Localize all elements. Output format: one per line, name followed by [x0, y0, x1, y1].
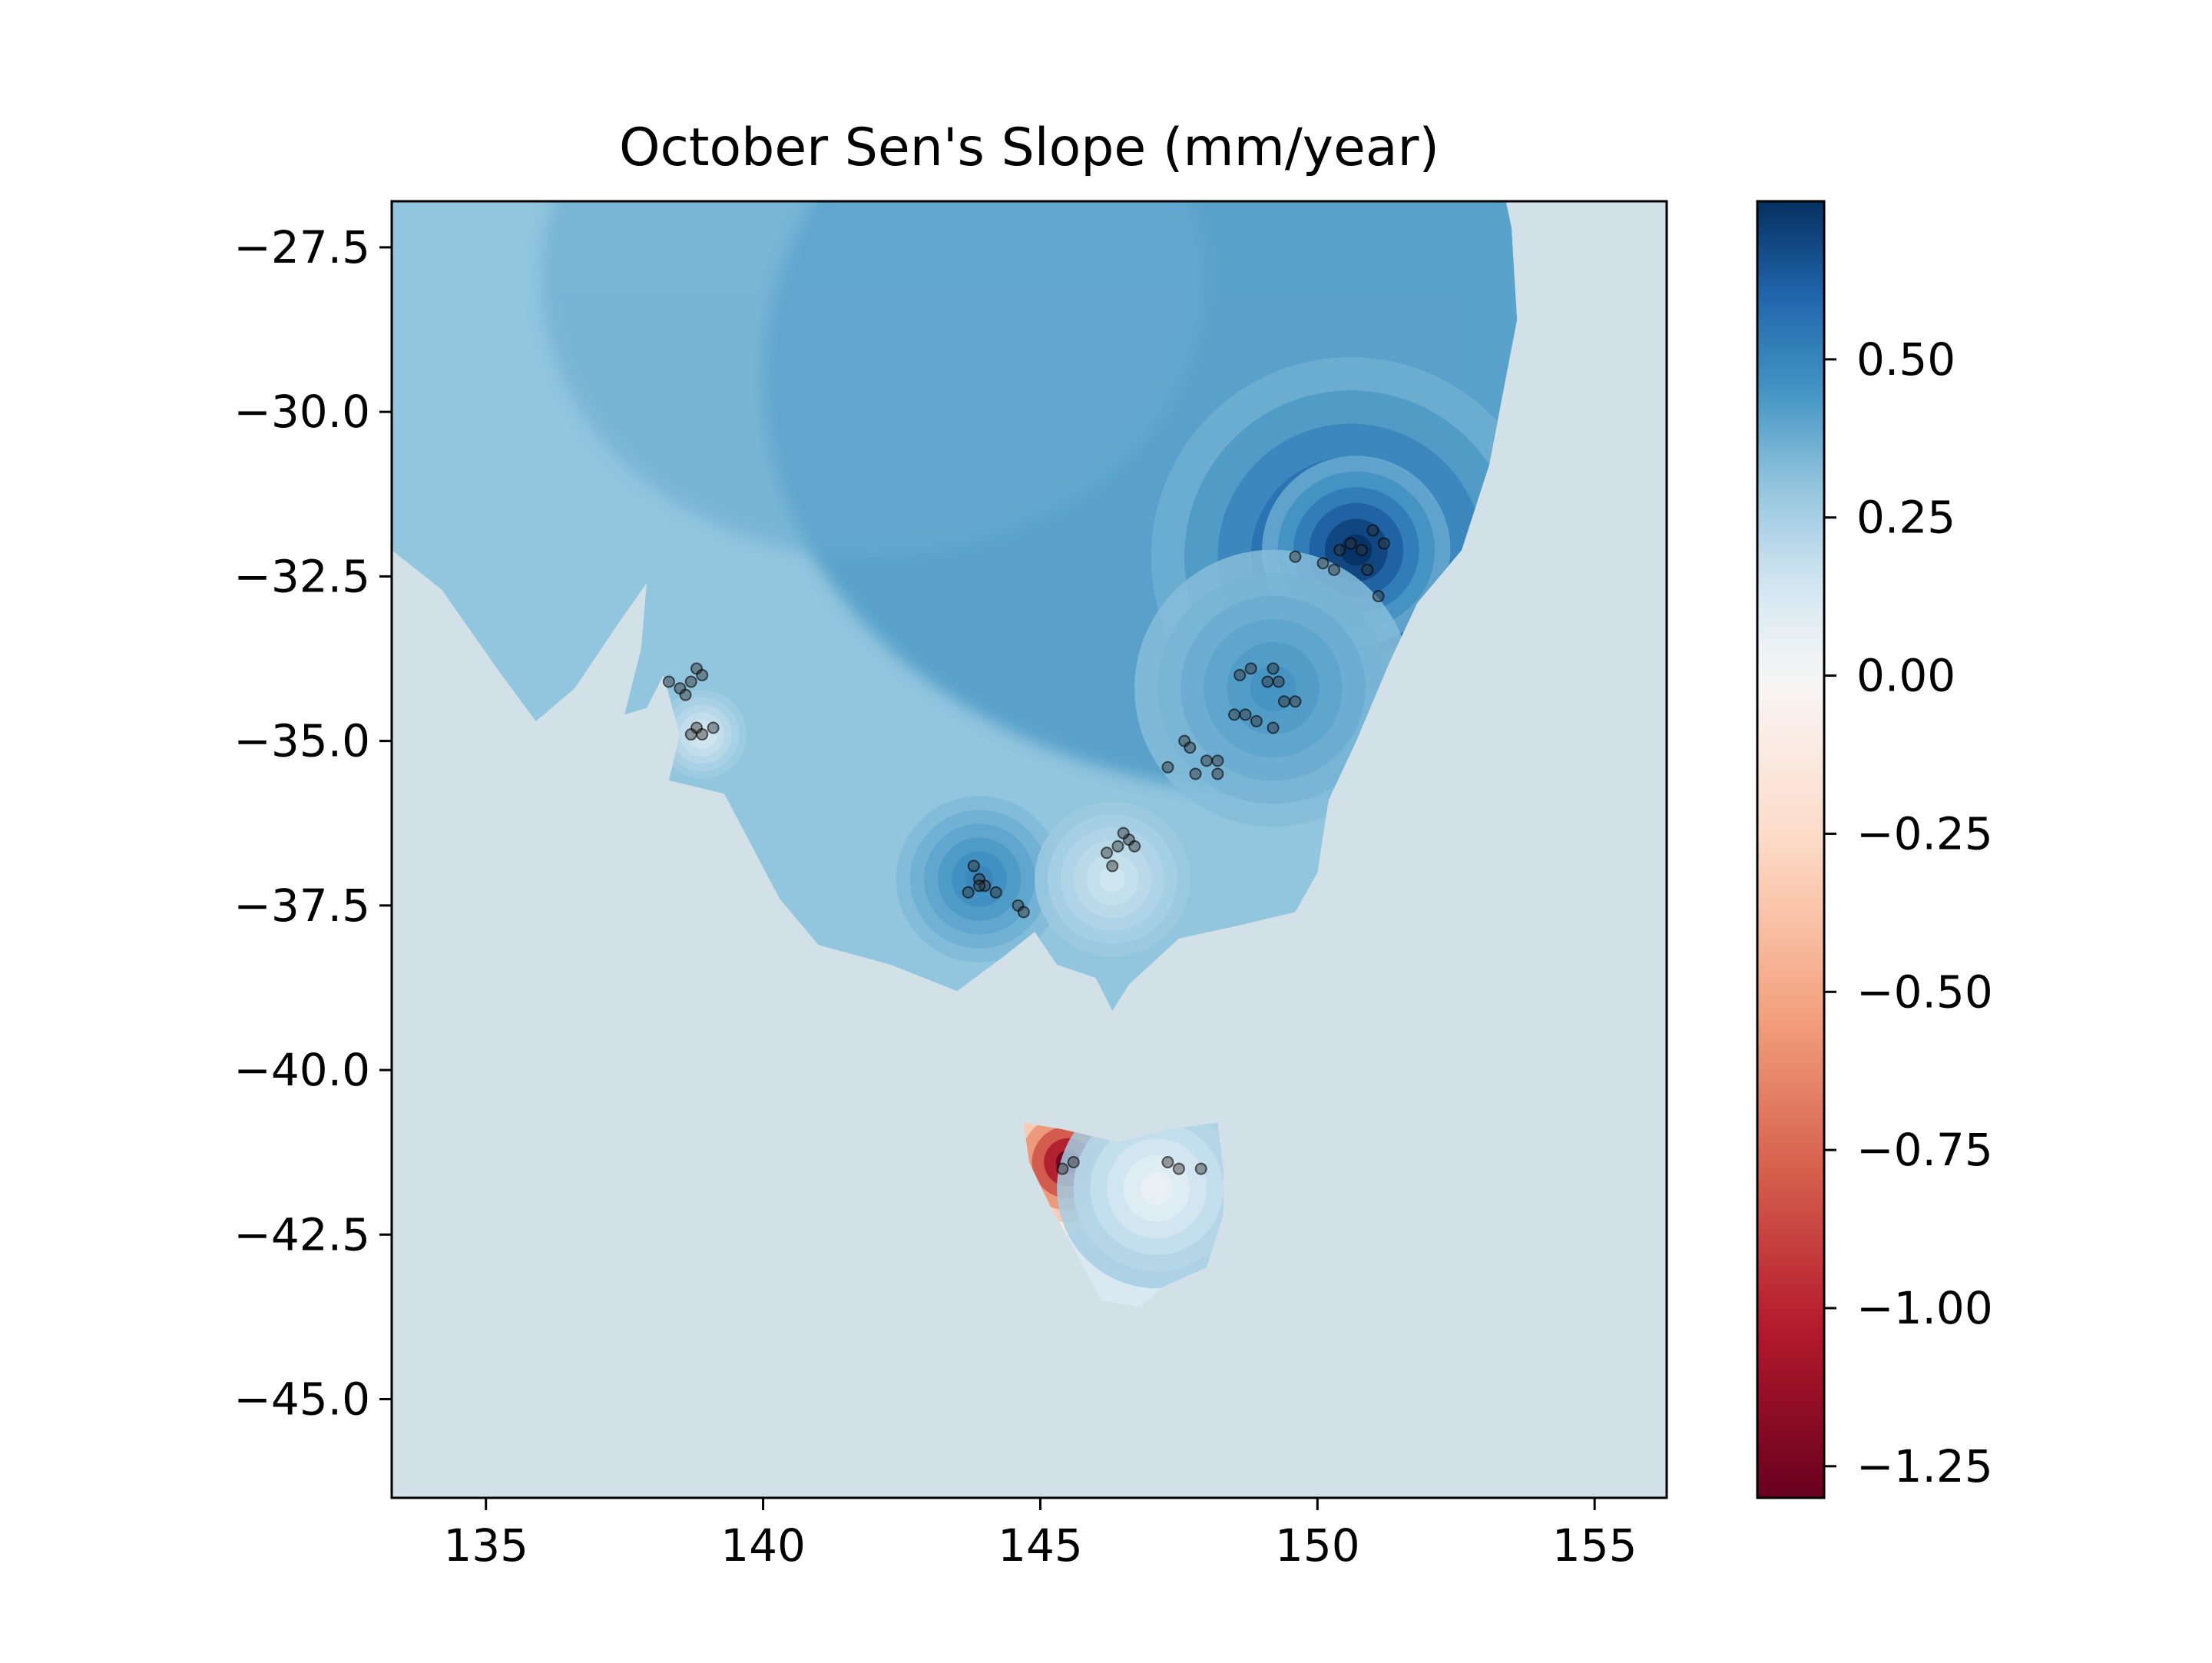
station-marker	[1366, 524, 1379, 537]
station-marker	[1161, 1156, 1174, 1169]
colorbar: 0.50 0.25 0.00 −0.25 −0.50 −0.75 −1.00 −1.25	[1756, 200, 1993, 1499]
station-marker	[1377, 537, 1390, 550]
plot-area	[390, 200, 1668, 1499]
station-marker	[1017, 906, 1030, 919]
station-marker	[1067, 1156, 1080, 1169]
station-marker	[967, 860, 980, 873]
station-marker	[1200, 754, 1213, 767]
station-marker	[1161, 760, 1174, 774]
station-marker	[989, 886, 1002, 899]
y-tick-label: −35.0	[233, 715, 370, 767]
colorbar-tick-label: 0.50	[1856, 333, 1955, 386]
contour-level-8-5	[1140, 1171, 1174, 1205]
map-layer	[392, 201, 1518, 1307]
x-tick-label: 145	[998, 1519, 1083, 1572]
station-marker	[1267, 721, 1280, 734]
station-marker	[696, 668, 709, 681]
y-tick-label: −32.5	[233, 550, 370, 602]
station-marker	[1184, 741, 1197, 754]
station-marker	[1278, 695, 1290, 708]
colorbar-tick-label: −0.75	[1856, 1124, 1993, 1176]
station-marker	[1211, 767, 1224, 780]
station-marker	[1106, 860, 1119, 873]
station-marker	[962, 886, 975, 899]
x-tick-label: 135	[443, 1519, 528, 1572]
station-marker	[679, 688, 692, 701]
station-marker	[1272, 675, 1285, 688]
station-marker	[707, 721, 720, 734]
contour-band	[541, 201, 1207, 558]
station-marker	[1233, 668, 1247, 681]
y-axis: −27.5 −30.0 −32.5 −35.0 −37.5 −40.0 −42.5 −45.0	[233, 221, 392, 1425]
contour-level-5-5	[1099, 866, 1126, 893]
station-marker	[662, 675, 675, 688]
station-marker	[1250, 714, 1263, 727]
contour-level-3-5	[965, 865, 994, 893]
station-marker	[1239, 708, 1252, 721]
station-marker	[1228, 708, 1241, 721]
y-tick-label: −30.0	[233, 386, 370, 438]
station-marker	[1194, 1162, 1207, 1175]
station-marker	[1261, 675, 1274, 688]
x-axis: 135 140 145 150 155	[443, 1498, 1637, 1572]
y-tick-label: −40.0	[233, 1044, 370, 1096]
contour-fields	[541, 201, 1518, 1289]
station-marker	[1372, 590, 1385, 603]
y-tick-label: −42.5	[233, 1208, 370, 1261]
station-marker	[684, 728, 697, 741]
station-marker	[1211, 754, 1224, 767]
colorbar-tick-label: −1.00	[1856, 1282, 1993, 1334]
station-marker	[1267, 662, 1280, 675]
station-markers	[662, 524, 1390, 1175]
x-tick-label: 155	[1552, 1519, 1637, 1572]
station-marker	[1316, 557, 1330, 570]
station-marker	[1344, 537, 1357, 550]
station-marker	[1327, 563, 1340, 576]
station-marker	[1111, 840, 1124, 853]
colorbar-tick-label: −0.25	[1856, 807, 1993, 860]
station-marker	[1356, 544, 1369, 557]
station-marker	[696, 728, 709, 741]
station-marker	[1172, 1162, 1185, 1175]
colorbar-tick-label: −1.25	[1856, 1440, 1993, 1492]
x-tick-label: 140	[720, 1519, 806, 1572]
station-marker	[1189, 767, 1202, 780]
y-tick-label: −37.5	[233, 880, 370, 932]
station-marker	[684, 675, 697, 688]
y-tick-label: −27.5	[233, 221, 370, 273]
station-marker	[1128, 840, 1141, 853]
y-tick-label: −45.0	[233, 1373, 370, 1425]
colorbar-gradient	[1756, 200, 1826, 1499]
chart-title: October Sen's Slope (mm/year)	[619, 118, 1439, 178]
colorbar-tick-label: 0.00	[1856, 650, 1955, 702]
station-marker	[1101, 846, 1114, 860]
station-marker	[1289, 695, 1302, 708]
plot-frame	[390, 200, 1668, 1499]
station-marker	[1361, 563, 1374, 576]
contour-level-2-5	[1250, 664, 1296, 712]
station-marker	[973, 880, 986, 893]
station-marker	[1117, 827, 1130, 840]
colorbar-tick-label: 0.25	[1856, 492, 1955, 544]
station-marker	[1289, 550, 1302, 563]
station-marker	[1333, 544, 1346, 557]
colorbar-ticks: 0.50 0.25 0.00 −0.25 −0.50 −0.75 −1.00 −1.25	[1824, 333, 1993, 1492]
colorbar-tick-label: −0.50	[1856, 966, 1993, 1018]
x-tick-label: 150	[1275, 1519, 1360, 1572]
station-marker	[1056, 1162, 1069, 1175]
station-marker	[1244, 662, 1257, 675]
